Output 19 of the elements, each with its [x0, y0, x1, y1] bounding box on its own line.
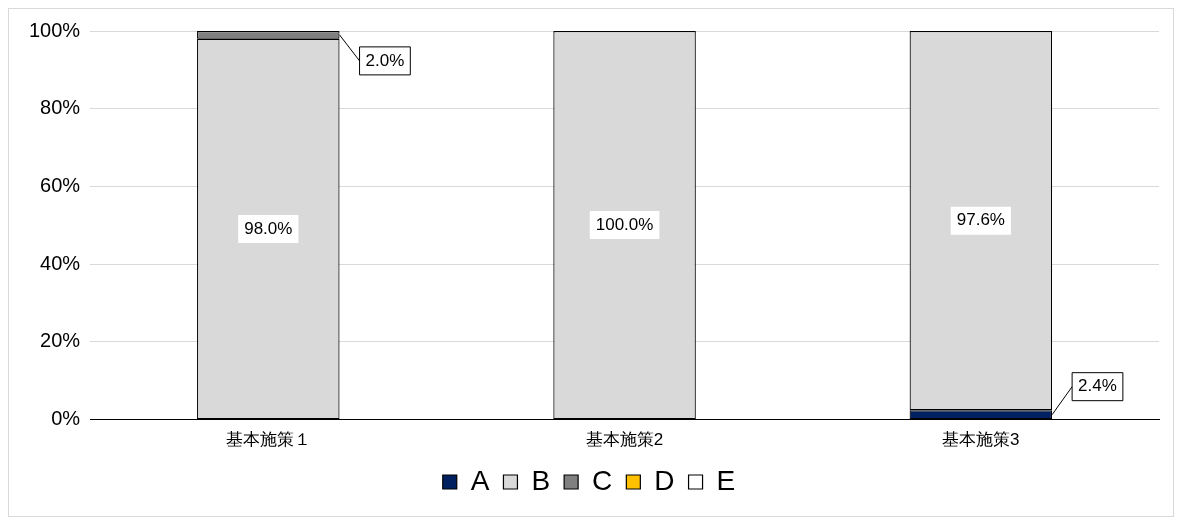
x-tick-label: 基本施策2: [585, 430, 664, 450]
legend-label: C: [592, 464, 613, 496]
y-tick-label: 60%: [40, 173, 81, 196]
y-tick-label: 0%: [51, 407, 81, 430]
x-tick-label: 基本施策3: [942, 430, 1020, 450]
y-tick-label: 40%: [40, 251, 81, 274]
legend-label: E: [716, 464, 736, 496]
legend-label: D: [654, 464, 675, 496]
data-label: 2.0%: [365, 50, 405, 70]
data-label: 100.0%: [595, 214, 654, 234]
data-label: 98.0%: [244, 218, 293, 238]
y-tick-label: 80%: [40, 96, 81, 119]
data-label: 97.6%: [956, 210, 1005, 230]
y-tick-label: 20%: [40, 329, 81, 352]
data-label: 2.4%: [1078, 376, 1117, 396]
legend-label: B: [531, 464, 551, 496]
x-tick-label: 基本施策１: [225, 430, 311, 450]
y-tick-label: 100%: [29, 18, 81, 41]
legend-label: A: [470, 464, 490, 496]
